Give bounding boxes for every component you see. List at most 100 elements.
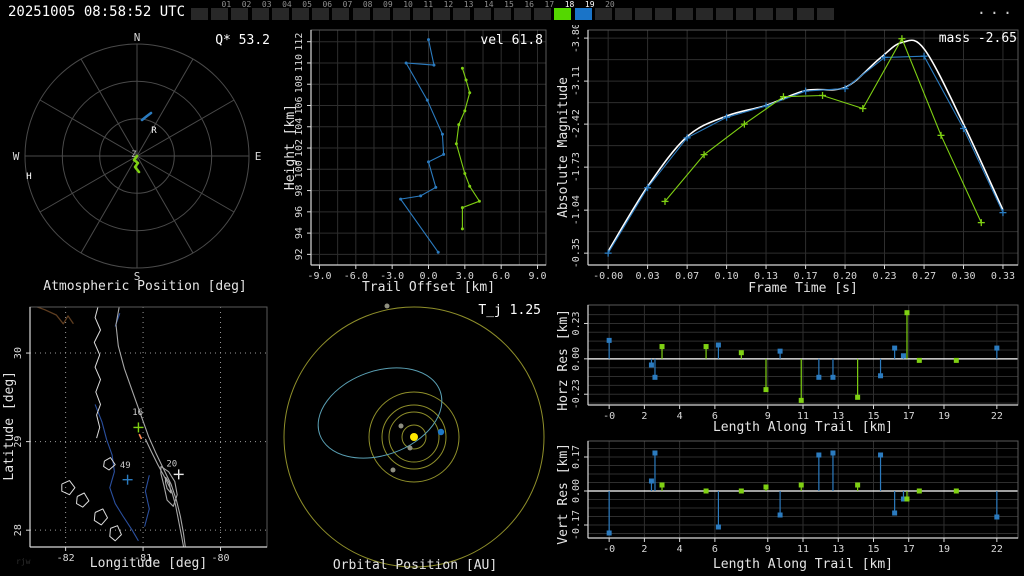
svg-text:W: W (13, 150, 20, 163)
frame-thumb[interactable] (776, 0, 794, 25)
tisserand-value: T_j 1.25 (478, 303, 541, 318)
frame-thumb-09[interactable]: 09 (372, 0, 393, 25)
svg-text:-2.42: -2.42 (571, 109, 582, 139)
svg-text:3.0: 3.0 (456, 271, 474, 282)
frame-thumb-box[interactable] (191, 8, 208, 20)
frame-thumb[interactable] (675, 0, 693, 25)
frame-thumb[interactable] (655, 0, 673, 25)
frame-thumb-08[interactable]: 08 (352, 0, 373, 25)
frame-thumb-17[interactable]: 17 (534, 0, 554, 25)
frame-thumb[interactable] (695, 0, 713, 25)
frame-thumb-box[interactable] (372, 8, 390, 20)
horz-res-xlabel: Length Along Trail [km] (712, 420, 893, 435)
frame-thumb[interactable] (756, 0, 774, 25)
frame-thumb-04[interactable]: 04 (271, 0, 292, 25)
frame-number: 20 (605, 0, 615, 9)
frame-thumb-box[interactable] (352, 8, 370, 20)
frame-thumb-02[interactable]: 02 (231, 0, 251, 25)
frame-thumb-box[interactable] (655, 8, 673, 20)
frame-thumb-box[interactable] (715, 8, 733, 20)
frame-thumb-box[interactable] (433, 8, 451, 20)
frame-thumb-box[interactable] (231, 8, 249, 20)
frame-thumb-box[interactable] (635, 8, 653, 20)
frame-thumb-06[interactable]: 06 (312, 0, 333, 25)
frame-thumb-box[interactable] (594, 8, 612, 20)
svg-text:0.27: 0.27 (912, 271, 936, 282)
q-reciprocal-value: Q* 53.2 (215, 33, 270, 48)
frame-thumb-box[interactable] (574, 8, 592, 20)
frame-thumb-box[interactable] (312, 8, 330, 20)
svg-text:-1.73: -1.73 (571, 152, 582, 182)
svg-text:-80: -80 (211, 553, 229, 564)
frame-thumb-15[interactable]: 15 (493, 0, 514, 25)
svg-text:-0.23: -0.23 (571, 379, 582, 409)
frame-thumb-box[interactable] (453, 8, 471, 20)
frame-thumb-box[interactable] (756, 8, 774, 20)
magnitude-ylabel: Absolute Magnitude (556, 77, 571, 218)
frame-thumb[interactable] (796, 0, 814, 25)
frame-thumb-box[interactable] (816, 8, 834, 20)
svg-text:0.00: 0.00 (571, 479, 582, 503)
svg-text:2: 2 (641, 411, 647, 422)
frame-thumb-box[interactable] (614, 8, 632, 20)
svg-text:104: 104 (294, 118, 305, 136)
frame-thumb-box[interactable] (776, 8, 794, 20)
frame-thumb-12[interactable]: 12 (433, 0, 453, 25)
frame-thumb-box[interactable] (675, 8, 693, 20)
frame-thumb[interactable] (191, 0, 208, 25)
frame-thumb-box[interactable] (271, 8, 289, 20)
frame-thumb-13[interactable]: 13 (453, 0, 473, 25)
longitude-xlabel: Longitude [deg] (89, 556, 208, 571)
timestamp: 20251005 08:58:52 UTC (8, 4, 186, 20)
frame-thumb[interactable] (635, 0, 653, 25)
frame-thumb[interactable] (736, 0, 754, 25)
svg-text:22: 22 (991, 544, 1003, 555)
frame-thumb-box[interactable] (413, 8, 431, 20)
svg-text:0.03: 0.03 (636, 271, 660, 282)
frame-thumb-box[interactable] (251, 8, 269, 20)
frame-thumb-box[interactable] (291, 8, 309, 20)
svg-text:112: 112 (294, 33, 305, 51)
frame-thumb-16[interactable]: 16 (514, 0, 534, 25)
frame-thumb-10[interactable]: 10 (392, 0, 413, 25)
frame-thumb-01[interactable]: 01 (211, 0, 231, 25)
frame-thumb-box[interactable] (392, 8, 410, 20)
frame-thumb-05[interactable]: 05 (291, 0, 312, 25)
frame-thumb[interactable] (614, 0, 632, 25)
svg-text:17: 17 (903, 544, 915, 555)
frame-thumb-box[interactable] (514, 8, 531, 20)
frame-thumb-box[interactable] (493, 8, 511, 20)
frame-thumb-box[interactable] (796, 8, 814, 20)
trail-offset-xlabel: Trail Offset [km] (361, 280, 496, 295)
svg-text:N: N (134, 31, 141, 44)
frame-thumb-11[interactable]: 11 (413, 0, 433, 25)
frame-thumb-box[interactable] (332, 8, 350, 20)
svg-text:-9.0: -9.0 (307, 271, 331, 282)
frame-thumb-07[interactable]: 07 (332, 0, 352, 25)
frame-thumb-18[interactable]: 18 (554, 0, 574, 25)
frame-thumb[interactable] (715, 0, 733, 25)
svg-text:19: 19 (938, 411, 950, 422)
svg-text:30: 30 (13, 347, 24, 359)
frame-thumb[interactable] (816, 0, 834, 25)
frame-thumb-box[interactable] (211, 8, 229, 20)
frame-number: 14 (483, 0, 494, 9)
frame-thumb-03[interactable]: 03 (251, 0, 272, 25)
frame-thumb-box[interactable] (554, 8, 572, 20)
frame-thumb-19[interactable]: 19 (574, 0, 595, 25)
frame-thumb-box[interactable] (473, 8, 491, 20)
svg-text:R: R (151, 126, 157, 136)
svg-text:0.30: 0.30 (951, 271, 975, 282)
svg-text:-3.80: -3.80 (571, 25, 582, 53)
frame-thumb-box[interactable] (736, 8, 754, 20)
frame-thumb-14[interactable]: 14 (473, 0, 494, 25)
overflow-menu-button[interactable]: ... (976, 0, 1016, 18)
frame-thumb-box[interactable] (534, 8, 552, 20)
frame-number: 03 (261, 0, 272, 9)
atmospheric-position-plot: N E S W Z R H (13, 31, 262, 283)
frame-thumb-20[interactable]: 20 (594, 0, 615, 25)
frame-thumb-box[interactable] (695, 8, 713, 20)
svg-text:20: 20 (166, 459, 177, 469)
frame-number: 17 (544, 0, 555, 9)
frame-number: 06 (322, 0, 333, 9)
